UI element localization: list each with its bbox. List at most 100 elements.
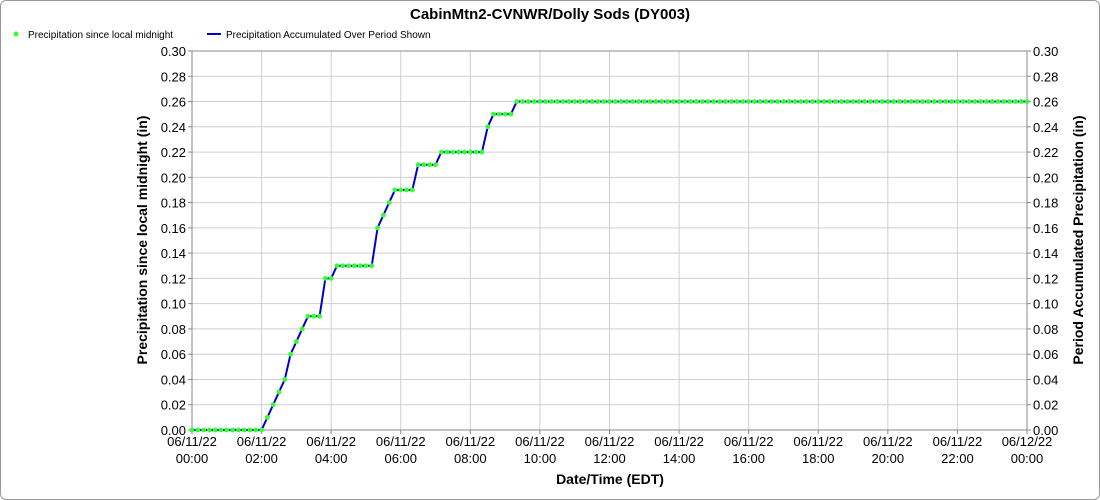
- data-point-since-midnight: [711, 99, 717, 104]
- data-point-since-midnight: [815, 99, 821, 104]
- data-point-since-midnight: [514, 99, 520, 104]
- data-point-since-midnight: [885, 99, 891, 104]
- data-point-since-midnight: [647, 99, 653, 104]
- x-tick-label-date: 06/11/22: [237, 434, 287, 449]
- data-point-since-midnight: [322, 276, 328, 281]
- legend-marker-dot: [13, 31, 19, 37]
- x-axis-label: Date/Time (EDT): [556, 471, 664, 487]
- data-point-since-midnight: [212, 427, 218, 433]
- data-point-since-midnight: [450, 149, 456, 155]
- y-tick-label-left: 0.20: [161, 170, 186, 185]
- data-point-since-midnight: [955, 99, 960, 104]
- data-point-since-midnight: [456, 149, 462, 155]
- y-tick-label-right: 0.26: [1033, 95, 1058, 110]
- data-point-since-midnight: [473, 149, 479, 155]
- y-tick-label-right: 0.00: [1033, 423, 1058, 438]
- y-tick-label-left: 0.10: [161, 297, 186, 312]
- data-point-since-midnight: [554, 99, 560, 104]
- x-tick-label-time: 12:00: [593, 451, 626, 466]
- data-point-since-midnight: [351, 263, 357, 269]
- data-point-since-midnight: [688, 99, 694, 104]
- data-point-since-midnight: [380, 212, 386, 218]
- data-point-since-midnight: [682, 99, 688, 104]
- data-point-since-midnight: [392, 187, 398, 193]
- data-point-since-midnight: [937, 99, 943, 104]
- y-tick-label-left: 0.18: [161, 196, 186, 211]
- data-point-since-midnight: [862, 99, 868, 104]
- data-point-since-midnight: [873, 99, 879, 104]
- data-point-since-midnight: [375, 225, 380, 231]
- data-point-since-midnight: [317, 313, 322, 319]
- y-tick-label-left: 0.04: [161, 372, 186, 387]
- data-point-since-midnight: [827, 99, 833, 104]
- data-point-since-midnight: [235, 427, 241, 433]
- data-point-since-midnight: [1007, 99, 1012, 104]
- data-point-since-midnight: [978, 99, 984, 104]
- data-point-since-midnight: [224, 427, 230, 433]
- data-point-since-midnight: [201, 427, 207, 433]
- data-point-since-midnight: [207, 427, 212, 433]
- x-tick-label-time: 08:00: [454, 451, 487, 466]
- data-point-since-midnight: [357, 263, 363, 269]
- data-point-since-midnight: [868, 99, 873, 104]
- data-point-since-midnight: [734, 99, 740, 104]
- series-points-layer: [189, 99, 1030, 433]
- data-point-since-midnight: [369, 263, 375, 269]
- data-point-since-midnight: [902, 99, 908, 104]
- data-point-since-midnight: [612, 99, 618, 104]
- data-point-since-midnight: [1018, 99, 1024, 104]
- y-tick-label-left: 0.16: [161, 221, 186, 236]
- data-point-since-midnight: [462, 149, 467, 155]
- x-tick-label-date: 06/11/22: [793, 434, 843, 449]
- data-point-since-midnight: [926, 99, 931, 104]
- data-point-since-midnight: [786, 99, 792, 104]
- x-tick-label-date: 06/11/22: [724, 434, 774, 449]
- data-point-since-midnight: [746, 99, 752, 104]
- x-tick-label-date: 06/11/22: [933, 434, 983, 449]
- data-point-since-midnight: [891, 99, 897, 104]
- y-tick-label-left: 0.28: [161, 69, 186, 84]
- y-tick-label-left: 0.24: [161, 120, 186, 135]
- data-point-since-midnight: [694, 99, 699, 104]
- y-tick-label-right: 0.14: [1033, 246, 1058, 261]
- data-point-since-midnight: [908, 99, 914, 104]
- data-point-since-midnight: [543, 99, 549, 104]
- data-point-since-midnight: [520, 99, 525, 104]
- data-point-since-midnight: [949, 99, 955, 104]
- data-point-since-midnight: [247, 427, 253, 433]
- data-point-since-midnight: [427, 162, 433, 168]
- data-point-since-midnight: [485, 124, 491, 130]
- x-tick-label-time: 00:00: [176, 451, 209, 466]
- data-point-since-midnight: [833, 99, 839, 104]
- data-point-since-midnight: [531, 99, 537, 104]
- data-point-since-midnight: [288, 351, 293, 357]
- data-point-since-midnight: [984, 99, 989, 104]
- data-point-since-midnight: [781, 99, 786, 104]
- data-point-since-midnight: [972, 99, 978, 104]
- data-point-since-midnight: [1024, 99, 1030, 104]
- y-axis-right-label: Period Accumulated Precipitation (in): [1070, 115, 1086, 364]
- data-point-since-midnight: [775, 99, 781, 104]
- data-point-since-midnight: [409, 187, 415, 193]
- data-point-since-midnight: [311, 313, 317, 319]
- y-tick-label-right: 0.06: [1033, 347, 1058, 362]
- data-point-since-midnight: [537, 99, 543, 104]
- y-axis-left-ticks: 0.00 0.02 0.04 0.06 0.08 0.10 0.12 0.14 0.16 0.18…: [161, 44, 192, 438]
- data-point-since-midnight: [856, 99, 862, 104]
- data-point-since-midnight: [810, 99, 815, 104]
- data-point-since-midnight: [728, 99, 734, 104]
- data-point-since-midnight: [1013, 99, 1018, 104]
- data-point-since-midnight: [583, 99, 589, 104]
- y-tick-label-right: 0.30: [1033, 44, 1058, 59]
- x-tick-label-date: 06/11/22: [585, 434, 635, 449]
- x-tick-label-date: 06/11/22: [446, 434, 496, 449]
- y-axis-left-label: Precipitation since local midnight (in): [134, 116, 150, 365]
- data-point-since-midnight: [195, 427, 201, 433]
- data-point-since-midnight: [270, 402, 276, 408]
- x-axis-ticks: 06/11/22 00:00 06/11/22 02:00 06/11/22 04:00 0…: [167, 430, 1052, 466]
- data-point-since-midnight: [798, 99, 804, 104]
- data-point-since-midnight: [508, 111, 514, 117]
- data-point-since-midnight: [328, 276, 334, 281]
- x-tick-label-date: 06/11/22: [306, 434, 356, 449]
- data-point-since-midnight: [740, 99, 746, 104]
